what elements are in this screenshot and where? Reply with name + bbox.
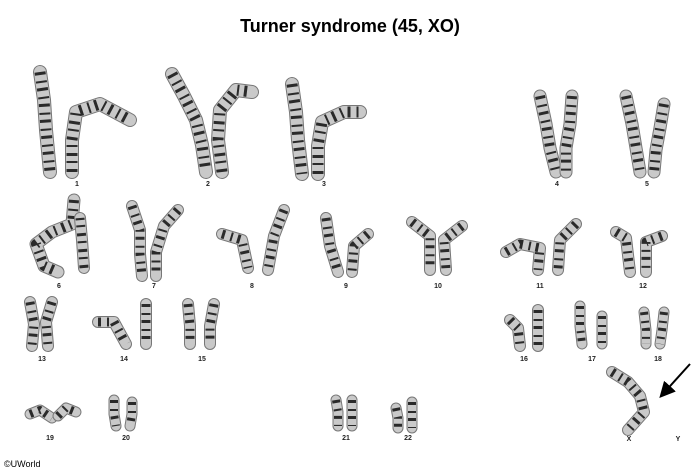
chromosome-1-a — [33, 65, 57, 179]
chromosome-19-a — [24, 404, 58, 424]
chromosome-11-a — [500, 238, 546, 276]
chromosome-13-a — [24, 296, 40, 352]
chromosome-21-a — [330, 394, 344, 432]
chromosome-11-b — [552, 218, 582, 276]
label-chromosome-4: 4 — [555, 181, 559, 188]
label-chromosome-7: 7 — [152, 283, 156, 290]
chromosome-5-b — [647, 97, 671, 179]
chromosome-2-b — [211, 83, 259, 179]
label-chromosome-17: 17 — [588, 356, 596, 363]
chromosome-2-a — [165, 67, 213, 179]
chromosome-6-b — [74, 212, 90, 274]
label-chromosome-15: 15 — [198, 356, 206, 363]
chromosome-9-a — [320, 212, 344, 278]
chromosome-3-a — [285, 77, 309, 181]
chromosome-4-b — [559, 89, 579, 179]
label-chromosome-6: 6 — [57, 283, 61, 290]
label-chromosome-19: 19 — [46, 435, 54, 442]
chromosome-10-b — [438, 220, 468, 276]
label-chromosome-8: 8 — [250, 283, 254, 290]
label-chromosome-20: 20 — [122, 435, 130, 442]
label-chromosome-13: 13 — [38, 356, 46, 363]
chromosome-17-a — [574, 300, 588, 350]
chromosome-12-a — [610, 226, 636, 278]
label-chromosome-11: 11 — [536, 283, 544, 290]
page-title: Turner syndrome (45, XO) — [240, 16, 460, 36]
chromosome-20-b — [124, 396, 138, 432]
chromosome-14-a — [92, 316, 132, 350]
chromosome-9-b — [346, 228, 374, 278]
label-chromosome-x: X — [627, 436, 632, 443]
chromosome-6-a — [29, 193, 81, 279]
chromosome-7-b — [150, 204, 184, 282]
chromosome-22-a — [390, 402, 404, 434]
label-chromosome-14: 14 — [120, 356, 128, 363]
label-chromosome-y: Y — [676, 436, 681, 443]
label-chromosome-10: 10 — [434, 283, 442, 290]
label-chromosome-1: 1 — [75, 181, 79, 188]
chromosome-15-b — [204, 298, 220, 350]
chromosome-group — [24, 65, 671, 436]
chromosome-20-a — [108, 394, 122, 432]
chromosome-3-b — [311, 105, 367, 181]
missing-x-arrow-icon — [659, 363, 691, 398]
chromosome-8-a — [216, 228, 254, 274]
chromosome-x — [606, 366, 650, 436]
chromosome-1-b — [65, 97, 137, 179]
chromosome-7-a — [126, 200, 148, 282]
chromosome-15-a — [182, 298, 196, 350]
chromosome-8-b — [262, 204, 290, 276]
chromosome-10-a — [406, 216, 436, 276]
label-chromosome-18: 18 — [654, 356, 662, 363]
chromosome-12-b — [640, 230, 668, 278]
chromosome-16-a — [504, 314, 526, 352]
label-chromosome-12: 12 — [639, 283, 647, 290]
copyright-notice: ©UWorld — [4, 459, 41, 469]
chromosome-5-a — [619, 89, 647, 179]
label-chromosome-5: 5 — [645, 181, 649, 188]
label-chromosome-3: 3 — [322, 181, 326, 188]
label-chromosome-2: 2 — [206, 181, 210, 188]
chromosome-19-b — [52, 402, 82, 422]
chromosome-18-b — [654, 306, 670, 350]
label-chromosome-21: 21 — [342, 435, 350, 442]
chromosome-18-a — [638, 306, 652, 350]
chromosome-4-a — [533, 89, 563, 179]
label-chromosome-22: 22 — [404, 435, 412, 442]
label-chromosome-9: 9 — [344, 283, 348, 290]
label-chromosome-16: 16 — [520, 356, 528, 363]
chromosome-13-b — [40, 296, 58, 352]
